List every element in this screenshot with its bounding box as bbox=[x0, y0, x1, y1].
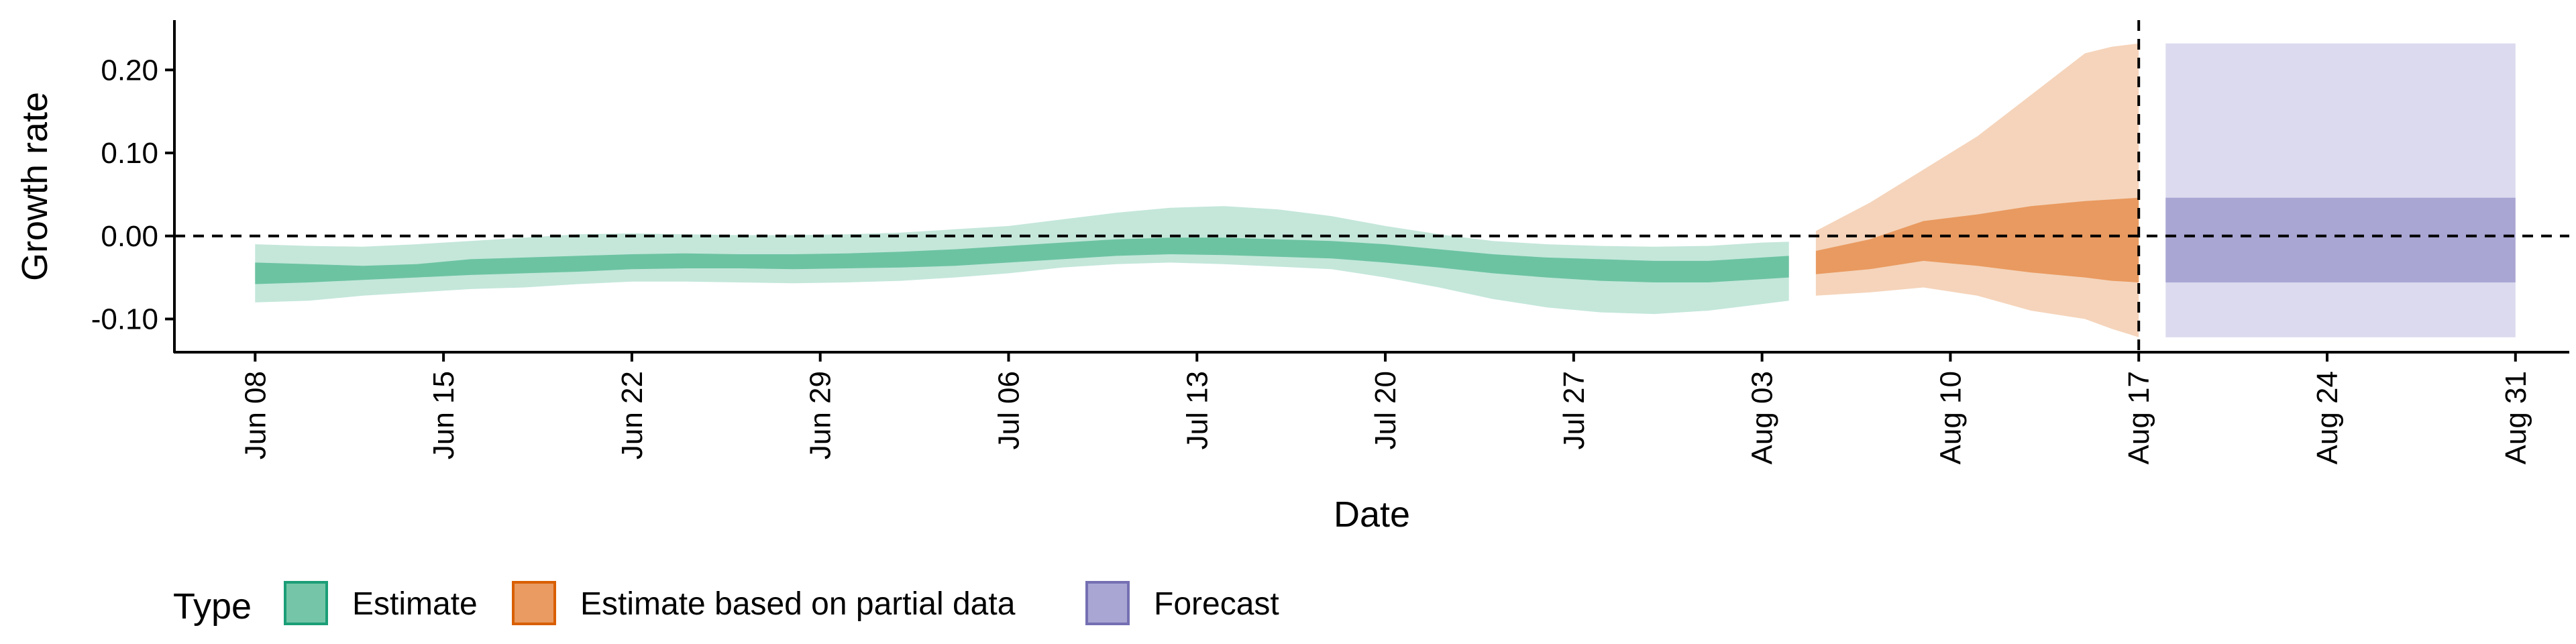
axes: 0.20 0.10 0.00 -0.10 Jun 08 Jun 15 Jun 22 Jun 2… bbox=[91, 20, 2569, 464]
x-tick-label: Jun 22 bbox=[616, 371, 649, 460]
x-tick-label: Aug 31 bbox=[2500, 371, 2532, 464]
x-tick-label: Jun 15 bbox=[427, 371, 460, 460]
legend: Type Estimate Estimate based on partial d… bbox=[173, 581, 1279, 627]
y-tick-label: 0.00 bbox=[101, 220, 158, 253]
band-50-forecast bbox=[2165, 197, 2516, 282]
x-tick-label: Jul 13 bbox=[1181, 371, 1214, 449]
y-tick-label: -0.10 bbox=[91, 303, 158, 336]
legend-key-1 bbox=[284, 581, 328, 625]
y-tick-label: 0.20 bbox=[101, 54, 158, 87]
legend-key-2 bbox=[512, 581, 556, 625]
x-axis-title: Date bbox=[1334, 494, 1410, 535]
band-90-estimate-based-on-partial-data bbox=[1815, 43, 2139, 337]
y-axis-title: Growth rate bbox=[15, 92, 55, 281]
x-tick-label: Aug 17 bbox=[2123, 371, 2155, 464]
x-tick-label: Aug 03 bbox=[1746, 371, 1779, 464]
x-tick-label: Jun 29 bbox=[804, 371, 837, 460]
legend-key-3 bbox=[1085, 581, 1130, 625]
x-tick-label: Jul 27 bbox=[1558, 371, 1591, 449]
band-50-estimate bbox=[255, 237, 1789, 284]
legend-label-1: Estimate bbox=[352, 586, 478, 622]
x-tick-label: Jul 20 bbox=[1369, 371, 1402, 449]
band-50-estimate-based-on-partial-data bbox=[1815, 197, 2139, 282]
x-tick-label: Jun 08 bbox=[239, 371, 272, 460]
legend-label-2: Estimate based on partial data bbox=[580, 586, 1016, 622]
x-tick-label: Jul 06 bbox=[993, 371, 1026, 449]
legend-title: Type bbox=[173, 586, 252, 627]
x-tick-label: Aug 10 bbox=[1934, 371, 1967, 464]
bands-layer bbox=[255, 43, 2516, 337]
legend-label-3: Forecast bbox=[1154, 586, 1279, 622]
reference-lines bbox=[174, 20, 2569, 352]
x-tick-label: Aug 24 bbox=[2311, 371, 2344, 464]
y-tick-label: 0.10 bbox=[101, 137, 158, 170]
band-90-forecast bbox=[2165, 43, 2516, 337]
